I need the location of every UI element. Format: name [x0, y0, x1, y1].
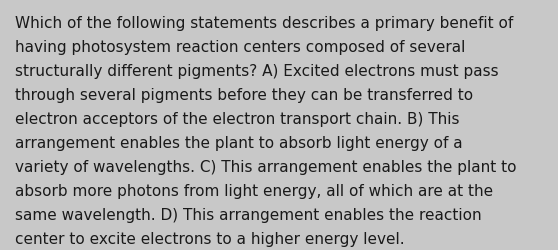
Text: variety of wavelengths. C) This arrangement enables the plant to: variety of wavelengths. C) This arrangem… — [15, 160, 517, 174]
Text: having photosystem reaction centers composed of several: having photosystem reaction centers comp… — [15, 40, 465, 55]
Text: center to excite electrons to a higher energy level.: center to excite electrons to a higher e… — [15, 231, 405, 246]
Text: arrangement enables the plant to absorb light energy of a: arrangement enables the plant to absorb … — [15, 136, 463, 150]
Text: through several pigments before they can be transferred to: through several pigments before they can… — [15, 88, 473, 103]
Text: absorb more photons from light energy, all of which are at the: absorb more photons from light energy, a… — [15, 183, 493, 198]
Text: same wavelength. D) This arrangement enables the reaction: same wavelength. D) This arrangement ena… — [15, 207, 482, 222]
Text: structurally different pigments? A) Excited electrons must pass: structurally different pigments? A) Exci… — [15, 64, 499, 79]
Text: Which of the following statements describes a primary benefit of: Which of the following statements descri… — [15, 16, 513, 31]
Text: electron acceptors of the electron transport chain. B) This: electron acceptors of the electron trans… — [15, 112, 460, 127]
